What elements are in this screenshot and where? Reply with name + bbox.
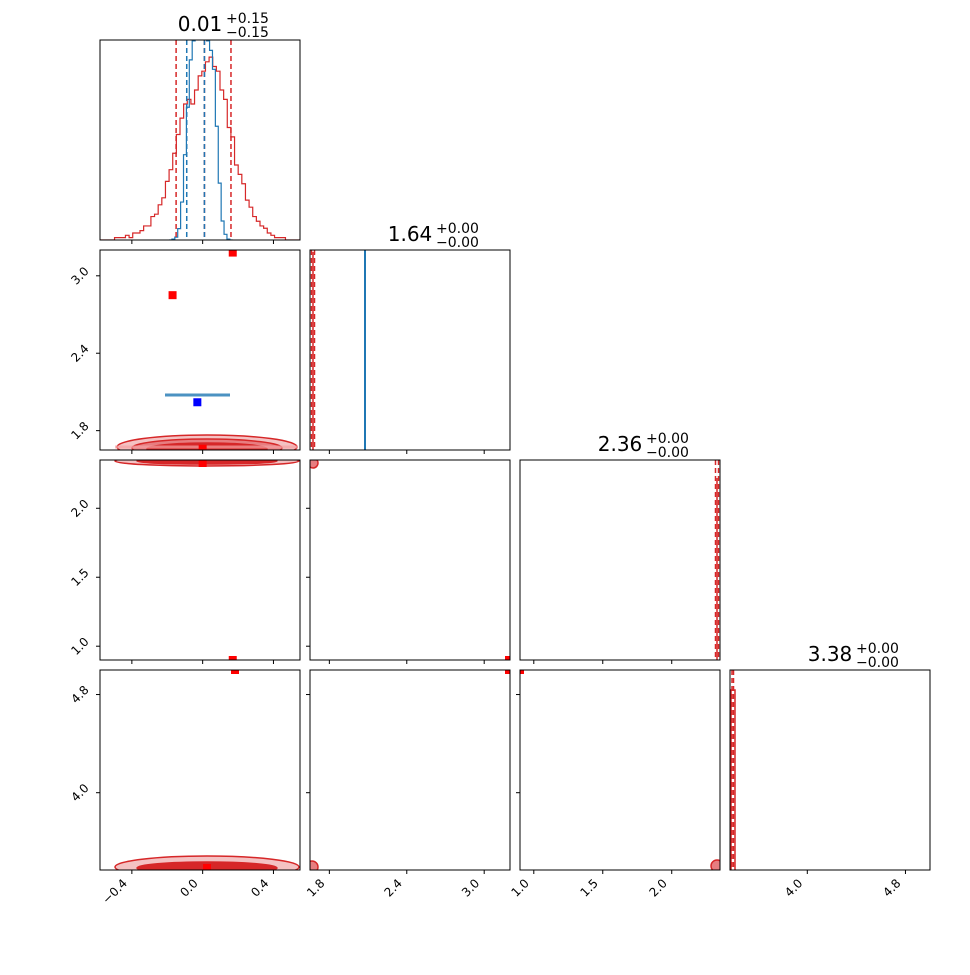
x-tick-label: 3.0: [459, 876, 482, 899]
truth-marker: [231, 670, 239, 674]
y-tick-label: 4.8: [68, 683, 91, 706]
panel-2-0: 1.0 1.5 2.0: [68, 459, 301, 664]
red-contour: [710, 859, 720, 870]
y-ticks: [306, 694, 310, 794]
x-ticks: 1.0 1.5 2.0: [509, 870, 673, 900]
title-param-3: 3.38: [808, 642, 853, 666]
red-contour: [310, 860, 319, 870]
panel-frame: [309, 249, 511, 451]
panel-frame: [99, 669, 301, 871]
panel-2-2: 2.36 +0.00 −0.00: [519, 431, 721, 664]
title-param-2: 2.36: [598, 432, 643, 456]
panel-frame: [729, 669, 931, 871]
truth-marker: [228, 656, 237, 660]
panel-1-0: 1.8 2.4 3.0: [68, 249, 301, 454]
x-ticks: 4.0 4.8: [782, 870, 906, 900]
truth-marker: [203, 864, 211, 870]
x-ticks: [533, 660, 673, 664]
x-tick-label: 2.4: [381, 876, 404, 899]
red-quantile-lines: [175, 40, 232, 240]
truth-marker: [168, 291, 177, 300]
panel-frame: [519, 459, 721, 661]
x-tick-label: 4.0: [782, 876, 805, 899]
x-tick-label: 0.0: [177, 876, 200, 899]
title-minus-param-1: −0.00: [436, 235, 479, 251]
y-ticks: 1.0 1.5 2.0: [68, 497, 100, 658]
title-param-0: 0.01: [178, 12, 223, 36]
panel-frame: [519, 669, 721, 871]
y-tick-label: 1.0: [68, 635, 91, 658]
x-tick-label: 1.5: [577, 876, 600, 899]
title-minus-param-2: −0.00: [646, 445, 689, 461]
x-tick-label: 2.0: [646, 876, 669, 899]
y-ticks: [306, 507, 310, 647]
x-ticks: −0.4 0.0 0.4: [99, 870, 274, 907]
title-param-1: 1.64: [388, 222, 433, 246]
x-ticks: [328, 660, 485, 664]
blue-histogram-param-0: [169, 40, 233, 240]
y-tick-label: 1.8: [68, 419, 91, 442]
panel-0-0: 0.01 +0.15 −0.15: [99, 11, 301, 244]
panel-frame: [99, 39, 301, 241]
title-plus-param-1: +0.00: [436, 221, 479, 237]
panel-3-3: 4.0 4.8 3.38 +0.00 −0.00: [729, 641, 931, 900]
panel-2-1: [306, 459, 511, 664]
x-ticks: [328, 450, 485, 454]
x-tick-label: 0.4: [248, 876, 271, 899]
red-contour-inner: [146, 442, 268, 450]
panel-1-1: 1.64 +0.00 −0.00: [309, 221, 511, 454]
y-ticks: 1.8 2.4 3.0: [68, 264, 100, 442]
y-tick-label: 3.0: [68, 264, 91, 287]
x-tick-label: 1.0: [509, 876, 532, 899]
title-plus-param-0: +0.15: [226, 11, 269, 27]
truth-marker: [198, 460, 207, 467]
title-plus-param-3: +0.00: [856, 641, 899, 657]
y-tick-label: 2.4: [68, 342, 91, 365]
red-contour: [310, 460, 319, 469]
title-minus-param-3: −0.00: [856, 655, 899, 671]
y-ticks: [516, 694, 520, 794]
truth-marker: [228, 250, 237, 257]
panel-frame: [309, 459, 511, 661]
x-tick-label: 4.8: [880, 876, 903, 899]
panel-frame: [99, 459, 301, 661]
x-tick-label: 1.8: [304, 876, 327, 899]
y-ticks: 4.0 4.8: [68, 683, 100, 804]
x-ticks: [131, 660, 274, 664]
panel-frame: [99, 249, 301, 451]
title-value: 1.64: [388, 222, 433, 246]
x-ticks: [131, 450, 274, 454]
y-tick-label: 1.5: [68, 566, 91, 589]
title-value: 2.36: [598, 432, 643, 456]
title-value: 0.01: [178, 12, 223, 36]
truth-marker: [505, 656, 510, 660]
panel-3-2: 1.0 1.5 2.0: [509, 669, 721, 900]
title-plus-param-2: +0.00: [646, 431, 689, 447]
y-tick-label: 4.0: [68, 781, 91, 804]
x-tick-label: −0.4: [99, 876, 130, 907]
x-ticks: 1.8 2.4 3.0: [304, 870, 485, 900]
blue-quantile-lines: [185, 40, 206, 240]
title-minus-param-0: −0.15: [226, 25, 269, 41]
truth-marker: [198, 444, 207, 450]
panel-3-0: −0.4 0.0 0.4 4.0 4.8: [68, 669, 301, 907]
red-histogram-param-0: [100, 56, 300, 240]
panel-frame: [309, 669, 511, 871]
title-value: 3.38: [808, 642, 853, 666]
red-contour-inner: [136, 460, 278, 465]
estimate-marker: [193, 398, 202, 407]
y-tick-label: 2.0: [68, 497, 91, 520]
truth-marker: [505, 670, 510, 674]
panel-3-1: 1.8 2.4 3.0: [304, 669, 511, 900]
truth-marker: [520, 670, 524, 674]
x-ticks: [131, 240, 274, 244]
